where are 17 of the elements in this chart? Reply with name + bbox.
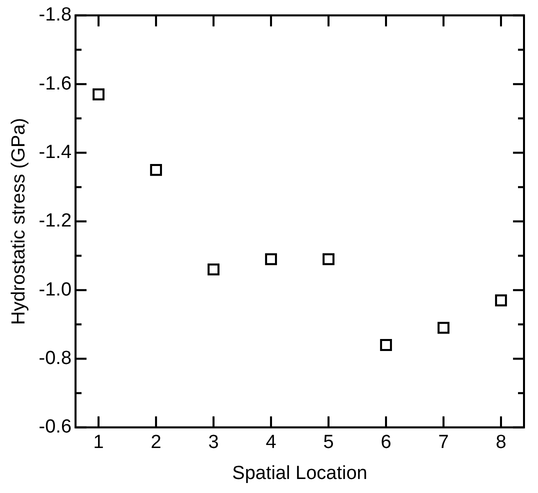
y-tick-label: -1.2: [38, 210, 72, 232]
x-tick-label: 2: [150, 432, 162, 454]
y-tick-label: -0.6: [38, 416, 72, 438]
y-tick-label: -1.8: [38, 4, 72, 26]
y-tick-label: -1.4: [38, 142, 72, 163]
y-axis-title: Hydrostatic stress (GPa): [8, 118, 30, 325]
x-tick-label: 1: [93, 432, 104, 454]
x-tick-label: 5: [323, 432, 334, 454]
x-tick-label: 4: [266, 432, 277, 454]
y-tick-label: -0.8: [38, 348, 72, 369]
y-tick-label: -1.0: [38, 279, 72, 300]
x-tick-label: 3: [208, 432, 219, 454]
x-tick-label: 7: [438, 432, 449, 454]
x-tick-label: 6: [380, 432, 392, 454]
y-tick-label: -1.6: [38, 73, 72, 94]
x-axis-title: Spatial Location: [232, 462, 368, 484]
x-tick-label: 8: [496, 432, 506, 454]
